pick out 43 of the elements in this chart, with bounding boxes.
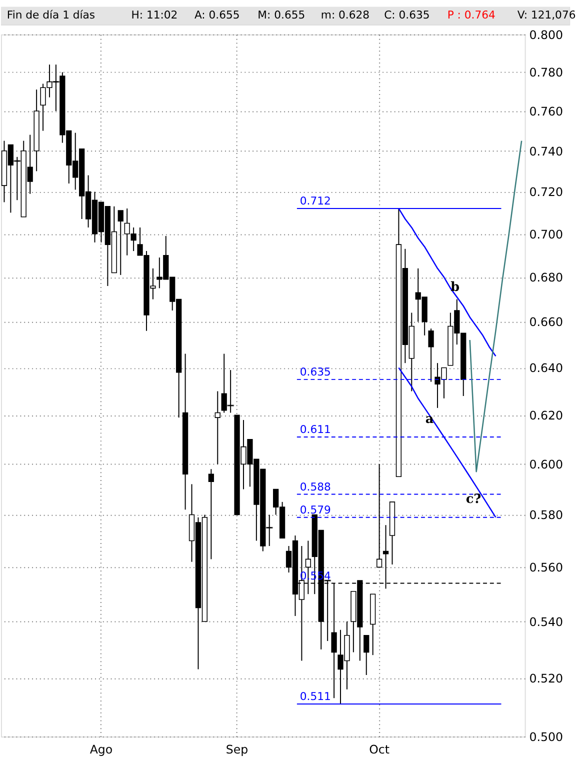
line-series: [469, 140, 522, 472]
y-tick-label: 0.580: [529, 508, 564, 522]
y-tick-label: 0.700: [529, 227, 564, 242]
y-tick-label: 0.660: [529, 315, 564, 330]
y-tick-label: 0.520: [529, 671, 564, 686]
text: A: 0.655: [194, 8, 240, 22]
y-tick-label: 0.760: [529, 104, 564, 118]
y-tick-label: 0.640: [529, 361, 564, 376]
ref-line-label: 0.611: [300, 423, 331, 436]
ref-line-label: 0.635: [300, 365, 331, 378]
candlestick: [364, 634, 370, 676]
ref-line-label: 0.712: [300, 194, 331, 208]
y-tick-label: 0.720: [529, 185, 564, 200]
y-tick-label: 0.740: [529, 144, 564, 158]
text: H: 11:02: [131, 8, 178, 22]
y-tick-label: 0.540: [529, 614, 564, 629]
text: P : 0.764: [447, 8, 496, 22]
candlestick: [208, 468, 214, 560]
text: C: 0.635: [384, 8, 430, 22]
annotation: a: [425, 412, 434, 428]
text: M: 0.655: [258, 8, 306, 22]
annotation: c?: [466, 492, 482, 508]
ref-line-label: 0.588: [300, 480, 332, 494]
text: m: 0.628: [320, 8, 370, 22]
y-tick-label: 0.680: [529, 270, 564, 285]
x-tick-label: Ago: [90, 742, 113, 757]
ref-line-label: 0.511: [300, 690, 331, 704]
candlestick: [214, 390, 220, 465]
text: V: 121,076: [517, 8, 576, 22]
y-tick-label: 0.800: [529, 28, 564, 42]
y-tick-label: 0.780: [529, 66, 564, 80]
x-tick-label: Oct: [369, 742, 390, 757]
y-tick-label: 0.500: [529, 730, 564, 744]
y-tick-label: 0.560: [529, 560, 564, 575]
annotation: b: [450, 280, 460, 296]
chart-title: Fin de día 1 días: [6, 8, 96, 22]
y-tick-label: 0.600: [529, 458, 564, 472]
x-tick-label: Sep: [226, 742, 248, 757]
candlestick: [428, 328, 434, 382]
y-tick-label: 0.620: [529, 408, 564, 423]
candlestick: [118, 210, 124, 276]
ref-line-label: 0.579: [300, 503, 332, 516]
candlestick: [376, 464, 382, 568]
